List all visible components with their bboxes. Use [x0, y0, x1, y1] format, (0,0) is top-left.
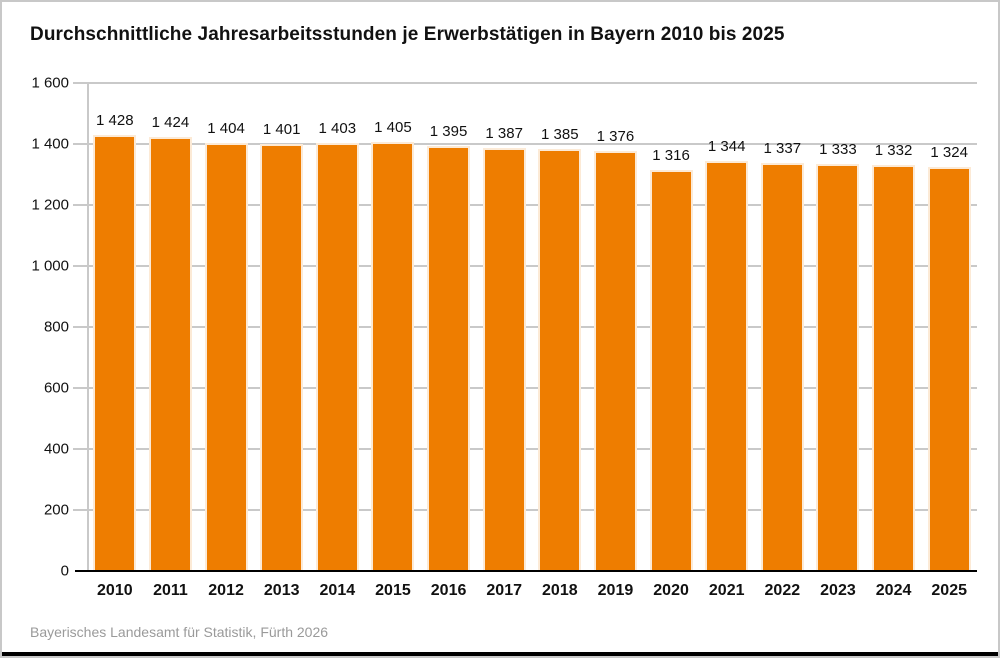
x-tick-label: 2016 — [430, 582, 467, 599]
bottom-black-bar — [2, 652, 998, 656]
bar-value-label: 1 337 — [763, 140, 802, 158]
y-tick-label: 800 — [43, 318, 69, 336]
x-tick-label: 2019 — [597, 582, 634, 599]
bar-2025 — [927, 167, 971, 571]
x-tick-label: 2025 — [931, 582, 967, 599]
bar-2015 — [371, 142, 415, 571]
bar-2012 — [204, 142, 248, 571]
bar-slot: 1 424 — [143, 83, 199, 571]
source-caption: Bayerisches Landesamt für Statistik, Für… — [30, 624, 329, 640]
bar-2019 — [593, 151, 637, 571]
x-tick-label: 2020 — [653, 582, 689, 599]
x-tick-label: 2014 — [319, 582, 356, 599]
bar-slot: 1 395 — [421, 83, 477, 571]
bar-2011 — [148, 136, 192, 571]
x-tick-label: 2013 — [263, 582, 300, 599]
gridline — [73, 143, 977, 145]
bar-slot: 1 337 — [755, 83, 811, 571]
bar-value-label: 1 404 — [207, 119, 245, 137]
chart-title: Durchschnittliche Jahresarbeitsstunden j… — [30, 24, 785, 45]
x-tick-label: 2021 — [708, 582, 745, 599]
y-tick-label: 1 000 — [31, 257, 69, 275]
x-tick-label: 2010 — [97, 582, 133, 599]
bar-slot: 1 332 — [866, 83, 922, 571]
bar-slot: 1 404 — [198, 83, 254, 571]
x-tick-label: 2011 — [153, 582, 188, 599]
bar-slot: 1 344 — [699, 83, 755, 571]
bar-2024 — [872, 164, 916, 571]
bar-value-label: 1 344 — [707, 138, 746, 156]
y-tick-label: 1 400 — [31, 135, 69, 153]
x-tick-label: 2023 — [820, 582, 856, 599]
bar-2023 — [816, 164, 860, 571]
bar-slot: 1 401 — [254, 83, 310, 571]
x-tick-label: 2012 — [208, 582, 244, 599]
bar-slot: 1 385 — [532, 83, 588, 571]
bar-slot: 1 333 — [810, 83, 866, 571]
bar-value-label: 1 385 — [541, 125, 579, 143]
x-tick-label: 2018 — [542, 582, 578, 599]
bar-slot: 1 376 — [588, 83, 644, 571]
bar-2014 — [315, 143, 359, 571]
x-tick-label: 2017 — [486, 582, 522, 599]
bar-2016 — [427, 145, 471, 571]
y-tick-label: 200 — [43, 501, 69, 519]
bar-value-label: 1 428 — [96, 112, 134, 130]
x-tick-label: 2022 — [764, 582, 801, 599]
plot-area: 1 428 1 424 1 404 1 401 1 403 1 405 1 395 1 387… — [73, 82, 977, 572]
bar-slot: 1 324 — [921, 83, 977, 571]
bar-2018 — [538, 148, 582, 571]
bar-value-label: 1 324 — [930, 144, 968, 162]
bar-value-label: 1 405 — [374, 119, 412, 137]
bars-container: 1 428 1 424 1 404 1 401 1 403 1 405 1 395 1 387… — [87, 83, 977, 571]
x-tick-label: 2015 — [375, 582, 411, 599]
bar-2010 — [93, 135, 137, 571]
bar-2017 — [482, 147, 526, 571]
bar-slot: 1 405 — [365, 83, 421, 571]
y-tick-label: 600 — [43, 379, 69, 397]
y-axis-line — [87, 83, 89, 571]
bar-2013 — [260, 143, 304, 571]
bar-value-label: 1 403 — [318, 120, 357, 138]
bar-value-label: 1 376 — [596, 128, 635, 146]
bar-2020 — [649, 169, 693, 571]
bar-value-label: 1 424 — [151, 113, 190, 131]
x-axis-labels: 2010 2011 2012 2013 2014 2015 2016 2017 2018 2019… — [87, 582, 977, 600]
y-tick-label: 0 — [60, 562, 69, 580]
bar-value-label: 1 316 — [652, 146, 690, 164]
bar-slot: 1 316 — [643, 83, 699, 571]
bar-slot: 1 387 — [476, 83, 532, 571]
bar-2022 — [760, 163, 804, 571]
bar-slot: 1 428 — [87, 83, 143, 571]
y-tick-label: 1 600 — [31, 74, 69, 92]
bar-slot: 1 403 — [310, 83, 366, 571]
gridline — [73, 82, 977, 84]
y-axis-labels: 0 200 400 600 800 1 000 1 200 1 400 1 600 — [16, 75, 69, 580]
x-tick-label: 2024 — [875, 582, 912, 599]
y-tick-label: 400 — [43, 440, 69, 458]
bar-value-label: 1 387 — [485, 124, 523, 142]
bar-value-label: 1 333 — [819, 141, 857, 159]
bar-value-label: 1 395 — [429, 122, 468, 140]
bar-value-label: 1 401 — [262, 120, 301, 138]
y-tick-label: 1 200 — [31, 196, 69, 214]
x-axis-line — [75, 570, 977, 572]
bar-2021 — [705, 161, 749, 571]
bar-value-label: 1 332 — [874, 141, 913, 159]
